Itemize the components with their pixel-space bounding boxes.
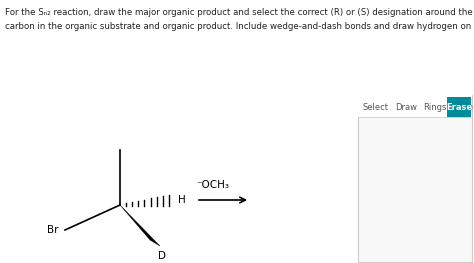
Text: Rings: Rings	[423, 103, 447, 112]
Bar	[447, 97, 471, 117]
Text: H: H	[178, 195, 186, 205]
Text: For the Sₙ₂ reaction, draw the major organic product and select the correct (R) : For the Sₙ₂ reaction, draw the major org…	[5, 8, 474, 17]
Text: ⁻OCH₃: ⁻OCH₃	[196, 180, 229, 190]
Text: Draw: Draw	[395, 103, 417, 112]
Text: carbon in the organic substrate and organic product. Include wedge-and-dash bond: carbon in the organic substrate and orga…	[5, 22, 474, 31]
Bar	[358, 95, 472, 117]
Text: Select: Select	[363, 103, 389, 112]
Text: Erase: Erase	[446, 103, 472, 112]
Bar	[358, 95, 472, 262]
Text: D: D	[158, 251, 166, 261]
Text: More: More	[453, 103, 474, 112]
Polygon shape	[120, 205, 160, 246]
Text: Br: Br	[47, 225, 59, 235]
